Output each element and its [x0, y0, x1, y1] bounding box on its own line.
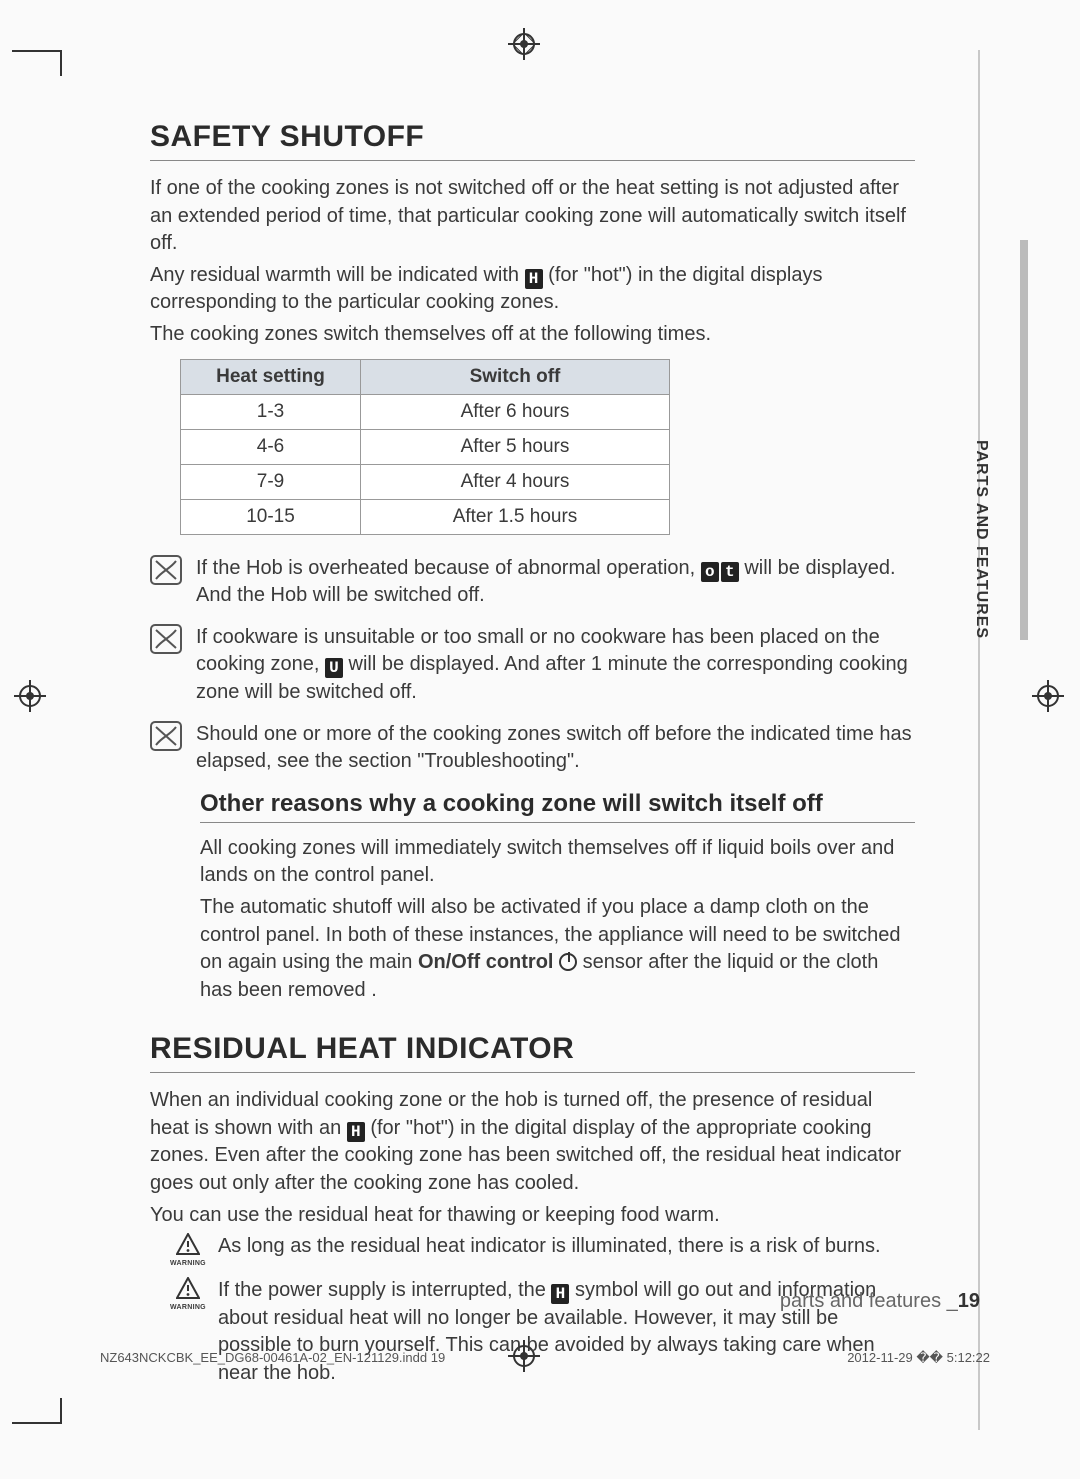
heading-residual-heat: RESIDUAL HEAT INDICATOR	[150, 1032, 915, 1073]
residual-p1: When an individual cooking zone or the h…	[150, 1087, 915, 1197]
subheading-other-reasons: Other reasons why a cooking zone will sw…	[200, 790, 915, 823]
note-icon	[150, 555, 182, 585]
other-reasons-p1: All cooking zones will immediately switc…	[200, 835, 915, 890]
crop-mark-bottom-left	[12, 1400, 62, 1424]
warning-icon	[176, 1233, 200, 1255]
table-cell: 1-3	[181, 394, 361, 429]
page-footer: parts and features _19	[150, 1290, 980, 1313]
safety-intro-3: The cooking zones switch themselves off …	[150, 321, 915, 349]
crop-mark-top-left	[12, 50, 62, 74]
print-timestamp: 2012-11-29 �� 5:12:22	[847, 1350, 990, 1366]
power-icon	[559, 953, 577, 971]
page-number: 19	[958, 1290, 980, 1312]
residual-p2: You can use the residual heat for thawin…	[150, 1202, 915, 1230]
table-cell: After 6 hours	[361, 394, 670, 429]
table-cell: After 1.5 hours	[361, 499, 670, 534]
other-reasons-p2: The automatic shutoff will also be activ…	[200, 894, 915, 1004]
table-header: Heat setting	[181, 359, 361, 394]
crop-line-right	[978, 50, 980, 1430]
note-text: Should one or more of the cooking zones …	[196, 721, 915, 776]
safety-intro-1: If one of the cooking zones is not switc…	[150, 175, 915, 258]
registration-mark-left	[14, 680, 46, 712]
section-tab-label: PARTS AND FEATURES	[972, 440, 990, 639]
safety-intro-2: Any residual warmth will be indicated wi…	[150, 262, 915, 317]
table-cell: After 4 hours	[361, 464, 670, 499]
page-content: SAFETY SHUTOFF If one of the cooking zon…	[150, 120, 915, 1398]
print-metadata: NZ643NCKCBK_EE_DG68-00461A-02_EN-121129.…	[100, 1350, 990, 1366]
note-overheat: If the Hob is overheated because of abno…	[150, 555, 915, 610]
note-text: If cookware is unsuitable or too small o…	[196, 624, 915, 707]
note-troubleshoot: Should one or more of the cooking zones …	[150, 721, 915, 776]
registration-mark-right	[1032, 680, 1064, 712]
section-tab: PARTS AND FEATURES	[990, 240, 1020, 640]
table-header: Switch off	[361, 359, 670, 394]
warning-text: As long as the residual heat indicator i…	[218, 1233, 881, 1267]
bold-text: On/Off control	[418, 951, 554, 973]
note-icon	[150, 624, 182, 654]
glyph-h-icon: H	[347, 1122, 365, 1142]
note-text: If the Hob is overheated because of abno…	[196, 555, 915, 610]
print-filename: NZ643NCKCBK_EE_DG68-00461A-02_EN-121129.…	[100, 1350, 445, 1366]
glyph-u-icon: U	[325, 658, 343, 678]
shutoff-table: Heat setting Switch off 1-3After 6 hours…	[180, 359, 670, 535]
text-fragment: Any residual warmth will be indicated wi…	[150, 264, 525, 286]
warning-label: WARNING	[170, 1260, 206, 1267]
note-icon	[150, 721, 182, 751]
note-cookware: If cookware is unsuitable or too small o…	[150, 624, 915, 707]
glyph-h-icon: H	[525, 269, 543, 289]
registration-mark-top	[508, 28, 540, 60]
table-cell: 7-9	[181, 464, 361, 499]
table-cell: 4-6	[181, 429, 361, 464]
table-cell: After 5 hours	[361, 429, 670, 464]
warning-burns: WARNING As long as the residual heat ind…	[170, 1233, 915, 1267]
footer-text: parts and features _	[780, 1290, 958, 1312]
glyph-t-icon: t	[721, 562, 739, 582]
heading-safety-shutoff: SAFETY SHUTOFF	[150, 120, 915, 161]
text-fragment: If the Hob is overheated because of abno…	[196, 557, 701, 579]
table-cell: 10-15	[181, 499, 361, 534]
glyph-o-icon: o	[701, 562, 719, 582]
